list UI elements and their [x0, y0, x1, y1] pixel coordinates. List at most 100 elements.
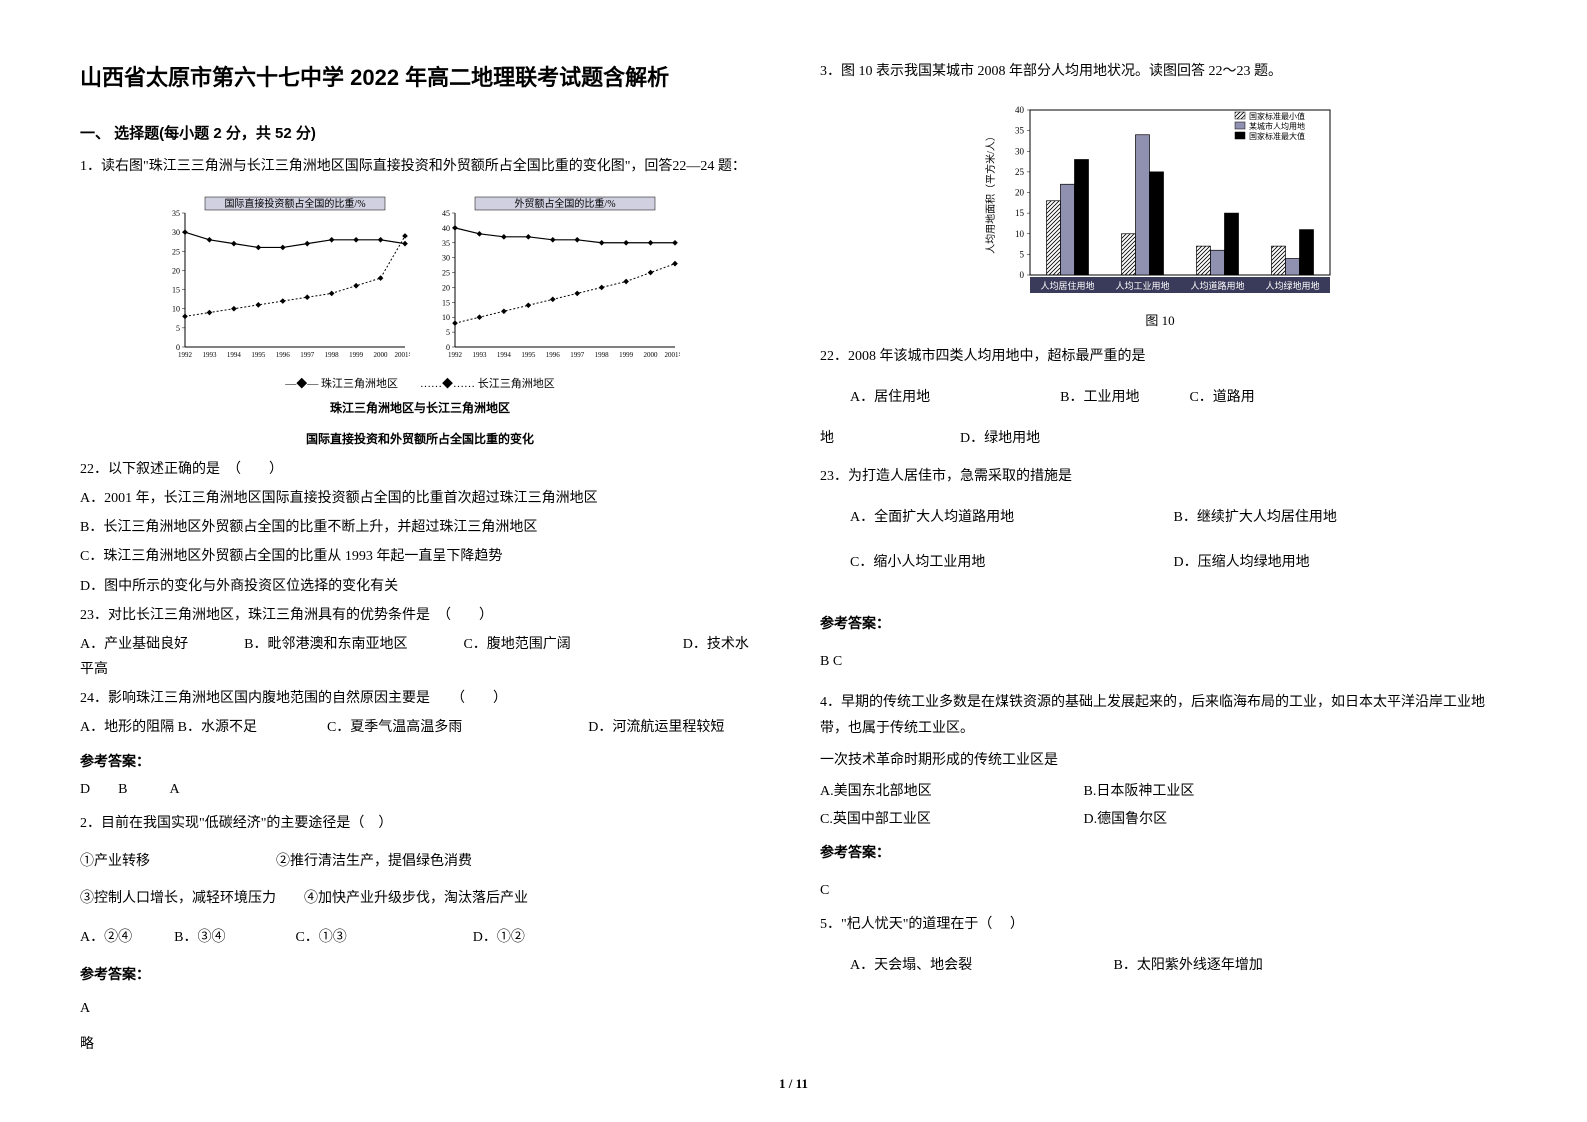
svg-text:1996: 1996: [276, 351, 291, 359]
q4-stem2: 一次技术革命时期形成的传统工业区是: [820, 749, 1500, 773]
q1-caption-2: 国际直接投资和外贸额所占全国比重的变化: [80, 430, 760, 447]
q4-opt-a: A.美国东北部地区: [820, 779, 1080, 806]
svg-text:1996: 1996: [546, 351, 561, 359]
page-number: 1 / 11: [779, 1076, 808, 1092]
q3-23-row2: C．缩小人均工业用地 D．压缩人均绿地用地: [820, 548, 1500, 579]
q1-chart-2: 外贸额占全国的比重/%05101520253035404519921993199…: [430, 195, 680, 365]
svg-text:1993: 1993: [472, 351, 487, 359]
svg-text:30: 30: [1015, 146, 1025, 156]
svg-text:25: 25: [1015, 167, 1025, 177]
q4-opt-b: B.日本阪神工业区: [1084, 779, 1195, 806]
svg-text:2000: 2000: [644, 351, 659, 359]
svg-text:1995: 1995: [521, 351, 536, 359]
svg-text:35: 35: [1015, 125, 1025, 135]
svg-text:10: 10: [442, 313, 450, 322]
svg-text:人均道路用地: 人均道路用地: [1190, 280, 1244, 291]
svg-text:45: 45: [442, 209, 450, 218]
q3-22-stem: 22．2008 年该城市四类人均用地中，超标最严重的是: [820, 345, 1500, 369]
svg-text:40: 40: [1015, 105, 1025, 115]
svg-text:2000: 2000: [374, 351, 389, 359]
q2-opts: A．②④ B．③④ C．①③ D．①②: [80, 925, 760, 950]
q5-row1: A．天会塌、地会裂 B．太阳紫外线逐年增加: [820, 951, 1500, 982]
svg-text:15: 15: [442, 298, 450, 307]
q3-answer: B C: [820, 649, 1500, 674]
q3-stem: 3．图 10 表示我国某城市 2008 年部分人均用地状况。读图回答 22～23…: [820, 60, 1500, 84]
svg-text:20: 20: [172, 266, 180, 275]
q2-line1: ①产业转移 ②推行清洁生产，提倡绿色消费: [80, 850, 760, 874]
svg-text:国际直接投资额占全国的比重/%: 国际直接投资额占全国的比重/%: [224, 197, 365, 210]
q3-chart-caption: 图 10: [820, 310, 1500, 329]
q4-answer-label: 参考答案：: [820, 842, 1500, 862]
svg-text:5: 5: [176, 324, 180, 333]
svg-text:15: 15: [172, 285, 180, 294]
q4-row1: A.美国东北部地区 B.日本阪神工业区: [820, 779, 1500, 806]
right-column: 3．图 10 表示我国某城市 2008 年部分人均用地状况。读图回答 22～23…: [820, 60, 1500, 1040]
q4-answer: C: [820, 878, 1500, 903]
q3-23-opt-c: C．缩小人均工业用地: [850, 548, 1170, 579]
svg-text:15: 15: [1015, 208, 1025, 218]
q1-22-opt-a: A．2001 年，长江三角洲地区国际直接投资额占全国的比重首次超过珠江三角洲地区: [80, 486, 760, 511]
q1-22-opt-d: D．图中所示的变化与外商投资区位选择的变化有关: [80, 574, 760, 599]
svg-text:国家标准最大值: 国家标准最大值: [1249, 131, 1305, 141]
q3-22-opt-a: A．居住用地: [850, 383, 930, 414]
q5-opt-a: A．天会塌、地会裂: [850, 951, 1110, 982]
q4-row2: C.英国中部工业区 D.德国鲁尔区: [820, 807, 1500, 834]
q3-bar-chart: 人均用地面积（平方米/人）0510152025303540国家标准最小值某城市人…: [980, 100, 1340, 300]
q1-chart-1: 国际直接投资额占全国的比重/%0510152025303519921993199…: [160, 195, 410, 365]
document-title: 山西省太原市第六十七中学 2022 年高二地理联考试题含解析: [80, 60, 760, 92]
q4-opt-c: C.英国中部工业区: [820, 807, 1080, 834]
left-column: 山西省太原市第六十七中学 2022 年高二地理联考试题含解析 一、 选择题(每小…: [80, 60, 760, 1040]
svg-text:2001年: 2001年: [665, 350, 681, 359]
q3-22-opt-b: B．工业用地: [1060, 383, 1139, 414]
q3-23-row1: A．全面扩大人均道路用地 B．继续扩大人均居住用地: [820, 503, 1500, 534]
q3-23-opt-b: B．继续扩大人均居住用地: [1174, 503, 1337, 534]
svg-text:40: 40: [442, 224, 450, 233]
q4-stem1: 4．早期的传统工业多数是在煤铁资源的基础上发展起来的，后来临海布局的工业，如日本…: [820, 690, 1500, 743]
svg-text:1997: 1997: [300, 351, 315, 359]
q4-opt-d: D.德国鲁尔区: [1084, 807, 1168, 834]
q1-24-opts: A．地形的阻隔 B．水源不足 C．夏季气温高温多雨 D．河流航运里程较短: [80, 715, 760, 740]
q1-24-stem: 24．影响珠江三角洲地区国内腹地范围的自然原因主要是 （ ）: [80, 686, 760, 711]
svg-text:1994: 1994: [497, 351, 512, 359]
q5-stem: 5．"杞人忧天"的道理在于（ ）: [820, 913, 1500, 937]
q3-22-cont: 地 D．绿地用地: [820, 427, 1500, 451]
svg-text:1994: 1994: [227, 351, 242, 359]
q1-caption-1: 珠江三角洲地区与长江三角洲地区: [80, 399, 760, 416]
svg-text:1992: 1992: [448, 351, 463, 359]
q1-answer: D B A: [80, 777, 760, 802]
svg-text:30: 30: [442, 253, 450, 262]
svg-text:1999: 1999: [349, 351, 364, 359]
svg-text:1992: 1992: [178, 351, 193, 359]
svg-text:2001年: 2001年: [395, 350, 411, 359]
q1-charts: 国际直接投资额占全国的比重/%0510152025303519921993199…: [80, 195, 760, 365]
q3-22-options: A．居住用地 B．工业用地 C．道路用: [820, 383, 1500, 414]
q3-23-opt-d: D．压缩人均绿地用地: [1174, 548, 1310, 579]
section-1-header: 一、 选择题(每小题 2 分，共 52 分): [80, 122, 760, 143]
svg-text:10: 10: [172, 305, 180, 314]
q1-legend: —◆— 珠江三角洲地区 ……◆…… 长江三角洲地区: [80, 375, 760, 391]
svg-text:1993: 1993: [202, 351, 217, 359]
svg-text:人均绿地用地: 人均绿地用地: [1265, 280, 1319, 291]
q3-22-opt-c: C．道路用: [1189, 383, 1254, 414]
q1-answer-label: 参考答案：: [80, 751, 760, 771]
q3-23-opt-a: A．全面扩大人均道路用地: [850, 503, 1170, 534]
svg-text:5: 5: [446, 328, 450, 337]
svg-text:25: 25: [442, 268, 450, 277]
svg-text:某城市人均用地: 某城市人均用地: [1249, 121, 1305, 131]
svg-text:25: 25: [172, 247, 180, 256]
svg-text:35: 35: [442, 239, 450, 248]
q1-stem: 1．读右图"珠江三三角洲与长江三角洲地区国际直接投资和外贸额所占全国比重的变化图…: [80, 155, 760, 179]
svg-text:20: 20: [442, 283, 450, 292]
q1-22-stem: 22．以下叙述正确的是 （ ）: [80, 457, 760, 482]
svg-text:30: 30: [172, 228, 180, 237]
svg-text:人均居住用地: 人均居住用地: [1040, 280, 1094, 291]
svg-text:35: 35: [172, 209, 180, 218]
q1-22-opt-b: B．长江三角洲地区外贸额占全国的比重不断上升，并超过珠江三角洲地区: [80, 515, 760, 540]
svg-text:5: 5: [1020, 249, 1025, 259]
q1-23-opts: A．产业基础良好 B．毗邻港澳和东南亚地区 C．腹地范围广阔 D．技术水平高: [80, 632, 760, 682]
svg-text:1999: 1999: [619, 351, 634, 359]
q2-line2: ③控制人口增长，减轻环境压力 ④加快产业升级步伐，淘汰落后产业: [80, 887, 760, 911]
q2-stem: 2．目前在我国实现"低碳经济"的主要途径是（ ）: [80, 812, 760, 836]
q1-23-stem: 23．对比长江三角洲地区，珠江三角洲具有的优势条件是 （ ）: [80, 603, 760, 628]
svg-text:外贸额占全国的比重/%: 外贸额占全国的比重/%: [514, 197, 615, 210]
